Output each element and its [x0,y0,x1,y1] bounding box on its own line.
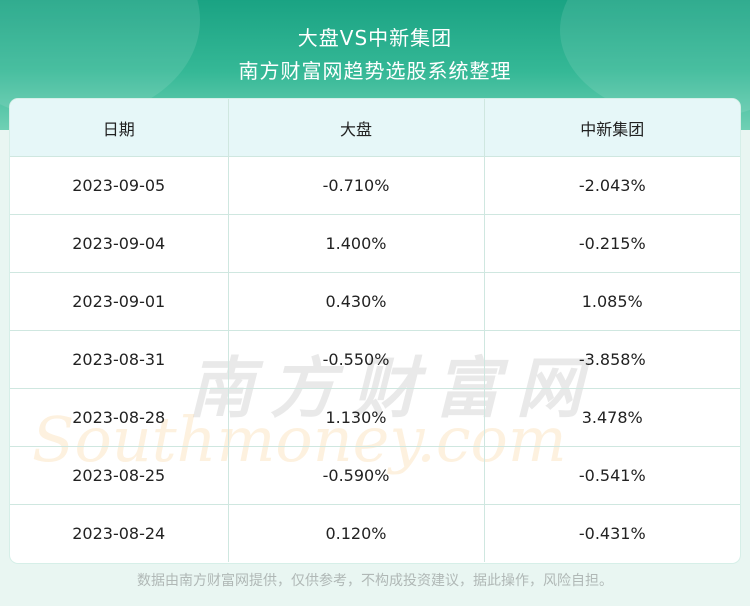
date-cell: 2023-09-04 [10,214,229,273]
table-row: 2023-08-24 0.120% -0.431% [10,504,740,562]
column-header-stock: 中新集团 [484,99,740,157]
date-cell: 2023-09-05 [10,156,229,215]
date-cell: 2023-08-24 [10,504,229,562]
table-row: 2023-09-04 1.400% -0.215% [10,214,740,273]
market-change-cell: 1.130% [228,388,485,447]
comparison-table-card: 南方财富网 Southmoney.com 日期 大盘 中新集团 2023-09-… [10,99,740,563]
stock-change-cell: -0.541% [484,446,740,505]
table-row: 2023-09-01 0.430% 1.085% [10,272,740,331]
disclaimer-footer: 数据由南方财富网提供，仅供参考，不构成投资建议，据此操作，风险自担。 [137,573,613,589]
market-change-cell: -0.710% [228,156,485,215]
table-row: 2023-08-28 1.130% 3.478% [10,388,740,447]
market-change-cell: 1.400% [228,214,485,273]
table-row: 2023-08-25 -0.590% -0.541% [10,446,740,505]
table-row: 2023-08-31 -0.550% -3.858% [10,330,740,389]
page-title: 大盘VS中新集团 [297,26,453,50]
date-cell: 2023-08-28 [10,388,229,447]
market-change-cell: -0.550% [228,330,485,389]
date-cell: 2023-09-01 [10,272,229,331]
market-change-cell: 0.430% [228,272,485,331]
stock-change-cell: -0.215% [484,214,740,273]
stock-change-cell: -2.043% [484,156,740,215]
stock-change-cell: 3.478% [484,388,740,447]
header-banner: 大盘VS中新集团 南方财富网趋势选股系统整理 [0,0,750,130]
column-header-date: 日期 [10,99,229,157]
table-row: 2023-09-05 -0.710% -2.043% [10,156,740,215]
column-header-market: 大盘 [228,99,485,157]
page-subtitle: 南方财富网趋势选股系统整理 [238,59,512,83]
date-cell: 2023-08-31 [10,330,229,389]
market-change-cell: -0.590% [228,446,485,505]
comparison-table: 日期 大盘 中新集团 2023-09-05 -0.710% -2.043% 20… [10,99,740,562]
stock-change-cell: 1.085% [484,272,740,331]
date-cell: 2023-08-25 [10,446,229,505]
table-header-row: 日期 大盘 中新集团 [10,99,740,157]
stock-change-cell: -0.431% [578,524,646,543]
market-change-cell: 0.120% [228,504,485,562]
stock-change-cell: -3.858% [484,330,740,389]
